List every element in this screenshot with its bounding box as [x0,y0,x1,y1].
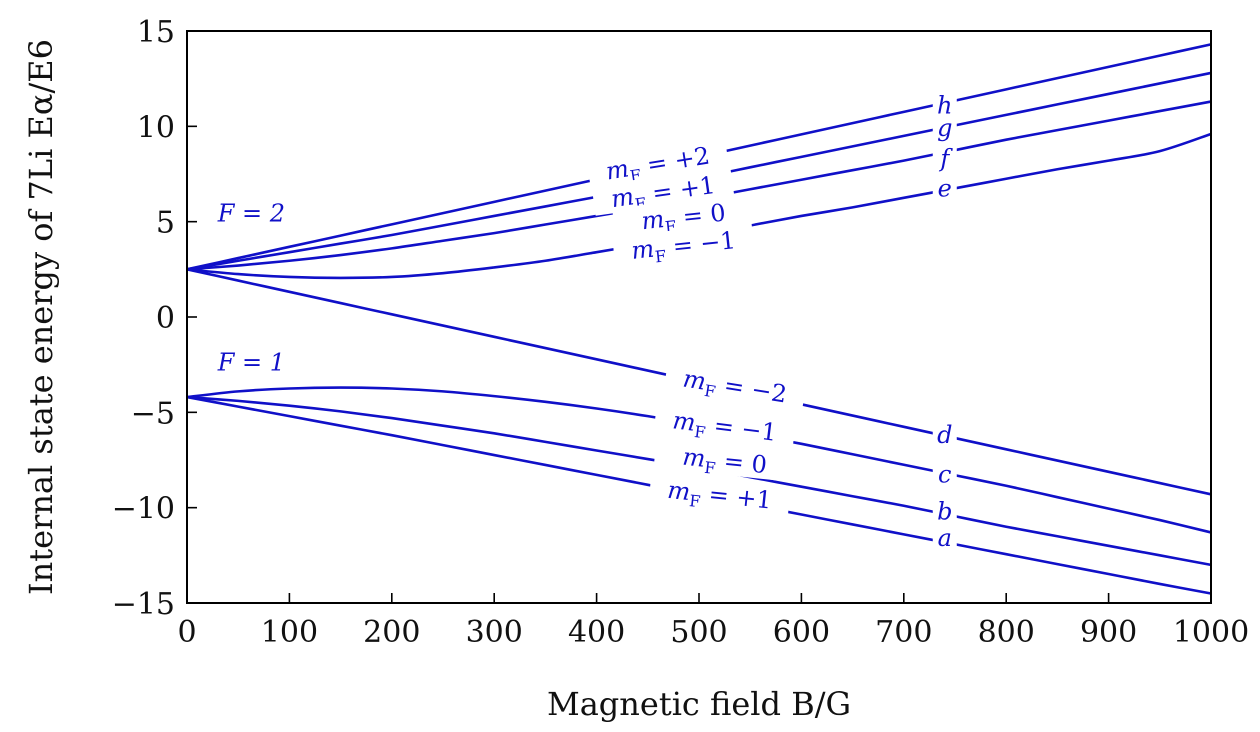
mf-symbol: m [681,443,707,473]
mf-label-text: mF = −2 [680,365,788,413]
mf-label-7: mF = +1 [648,471,791,519]
y-axis-title: Internal state energy of 7Li Eα/E6 [22,39,60,595]
x-tick-label: 1000 [1173,615,1249,650]
x-axis-title: Magnetic field B/G [547,685,851,723]
y-tick-label: −15 [112,587,175,622]
curve-label-bg [932,526,957,551]
mf-label-bg [653,437,796,483]
y-tick-label: −5 [131,396,175,431]
mf-value: = 0 [715,446,768,479]
curve-label-bg [932,146,957,171]
curve-label-bg [932,462,957,487]
y-tick-label: 15 [137,15,175,50]
mf-symbol: m [666,476,692,506]
x-tick-label: 0 [177,615,196,650]
x-tick-label: 800 [978,615,1035,650]
x-tick-label: 700 [875,615,932,650]
mf-subscript: F [703,381,717,402]
mf-label-text: mF = +1 [666,476,773,519]
curve-label-b: b [937,497,952,525]
curve-label-bg [932,116,957,141]
y-tick-label: 10 [137,110,175,145]
curve-label-g: g [937,114,952,142]
mf-value: = +1 [700,479,773,514]
mf-symbol: m [604,154,631,185]
mf-subscript: F [693,422,706,442]
mf-value: = −2 [715,370,789,409]
x-tick-label: 600 [773,615,830,650]
x-tick-label: 100 [261,615,318,650]
x-tick-label: 900 [1080,615,1137,650]
mf-label-bg [586,136,730,189]
mf-label-5: mF = −1 [653,402,797,450]
x-tick-label: 200 [363,615,420,650]
mf-label-bg [591,166,735,216]
mf-label-text: mF = 0 [681,443,768,484]
mf-symbol: m [640,205,666,235]
mf-subscript: F [703,458,716,478]
mf-label-bg [663,359,807,412]
mf-label-bg [648,471,791,517]
mf-subscript: F [654,246,667,266]
mf-symbol: m [681,365,708,396]
x-axis-title-main: Magnetic field B/G [547,685,851,723]
mf-symbol: m [671,406,697,437]
x-tick-label: 300 [466,615,523,650]
y-tick-label: 0 [156,301,175,336]
x-tick-label: 500 [670,615,727,650]
mf-label-bg [653,402,797,450]
mf-label-bg [612,222,755,267]
curve-label-h: h [937,91,952,119]
y-tick-label: 5 [156,206,175,241]
curve-label-bg [932,176,957,201]
curve-label-c: c [938,460,951,488]
curve-label-bg [932,93,957,118]
curve-label-e: e [938,174,952,202]
y-axis-title-main: Internal state energy of 7Li Eα/E6 [22,39,60,595]
mf-value: = −1 [664,226,737,261]
y-tick-label: −10 [112,492,175,527]
mf-symbol: m [630,235,656,265]
mf-subscript: F [688,491,701,511]
x-tick-label: 400 [568,615,625,650]
mf-label-6: mF = 0 [653,437,796,484]
plot-frame [186,30,1212,604]
manifold-label-0: F = 2 [217,200,285,228]
curve-label-bg [932,423,957,448]
curve-label-bg [932,499,957,524]
ticks-group: 0 100 200 300 400 500 600 700 800 900 1000−15−10−5… [112,15,1249,650]
curve-label-a: a [938,524,952,552]
curve-label-d: d [937,421,952,449]
manifold-label-1: F = 1 [217,348,285,376]
